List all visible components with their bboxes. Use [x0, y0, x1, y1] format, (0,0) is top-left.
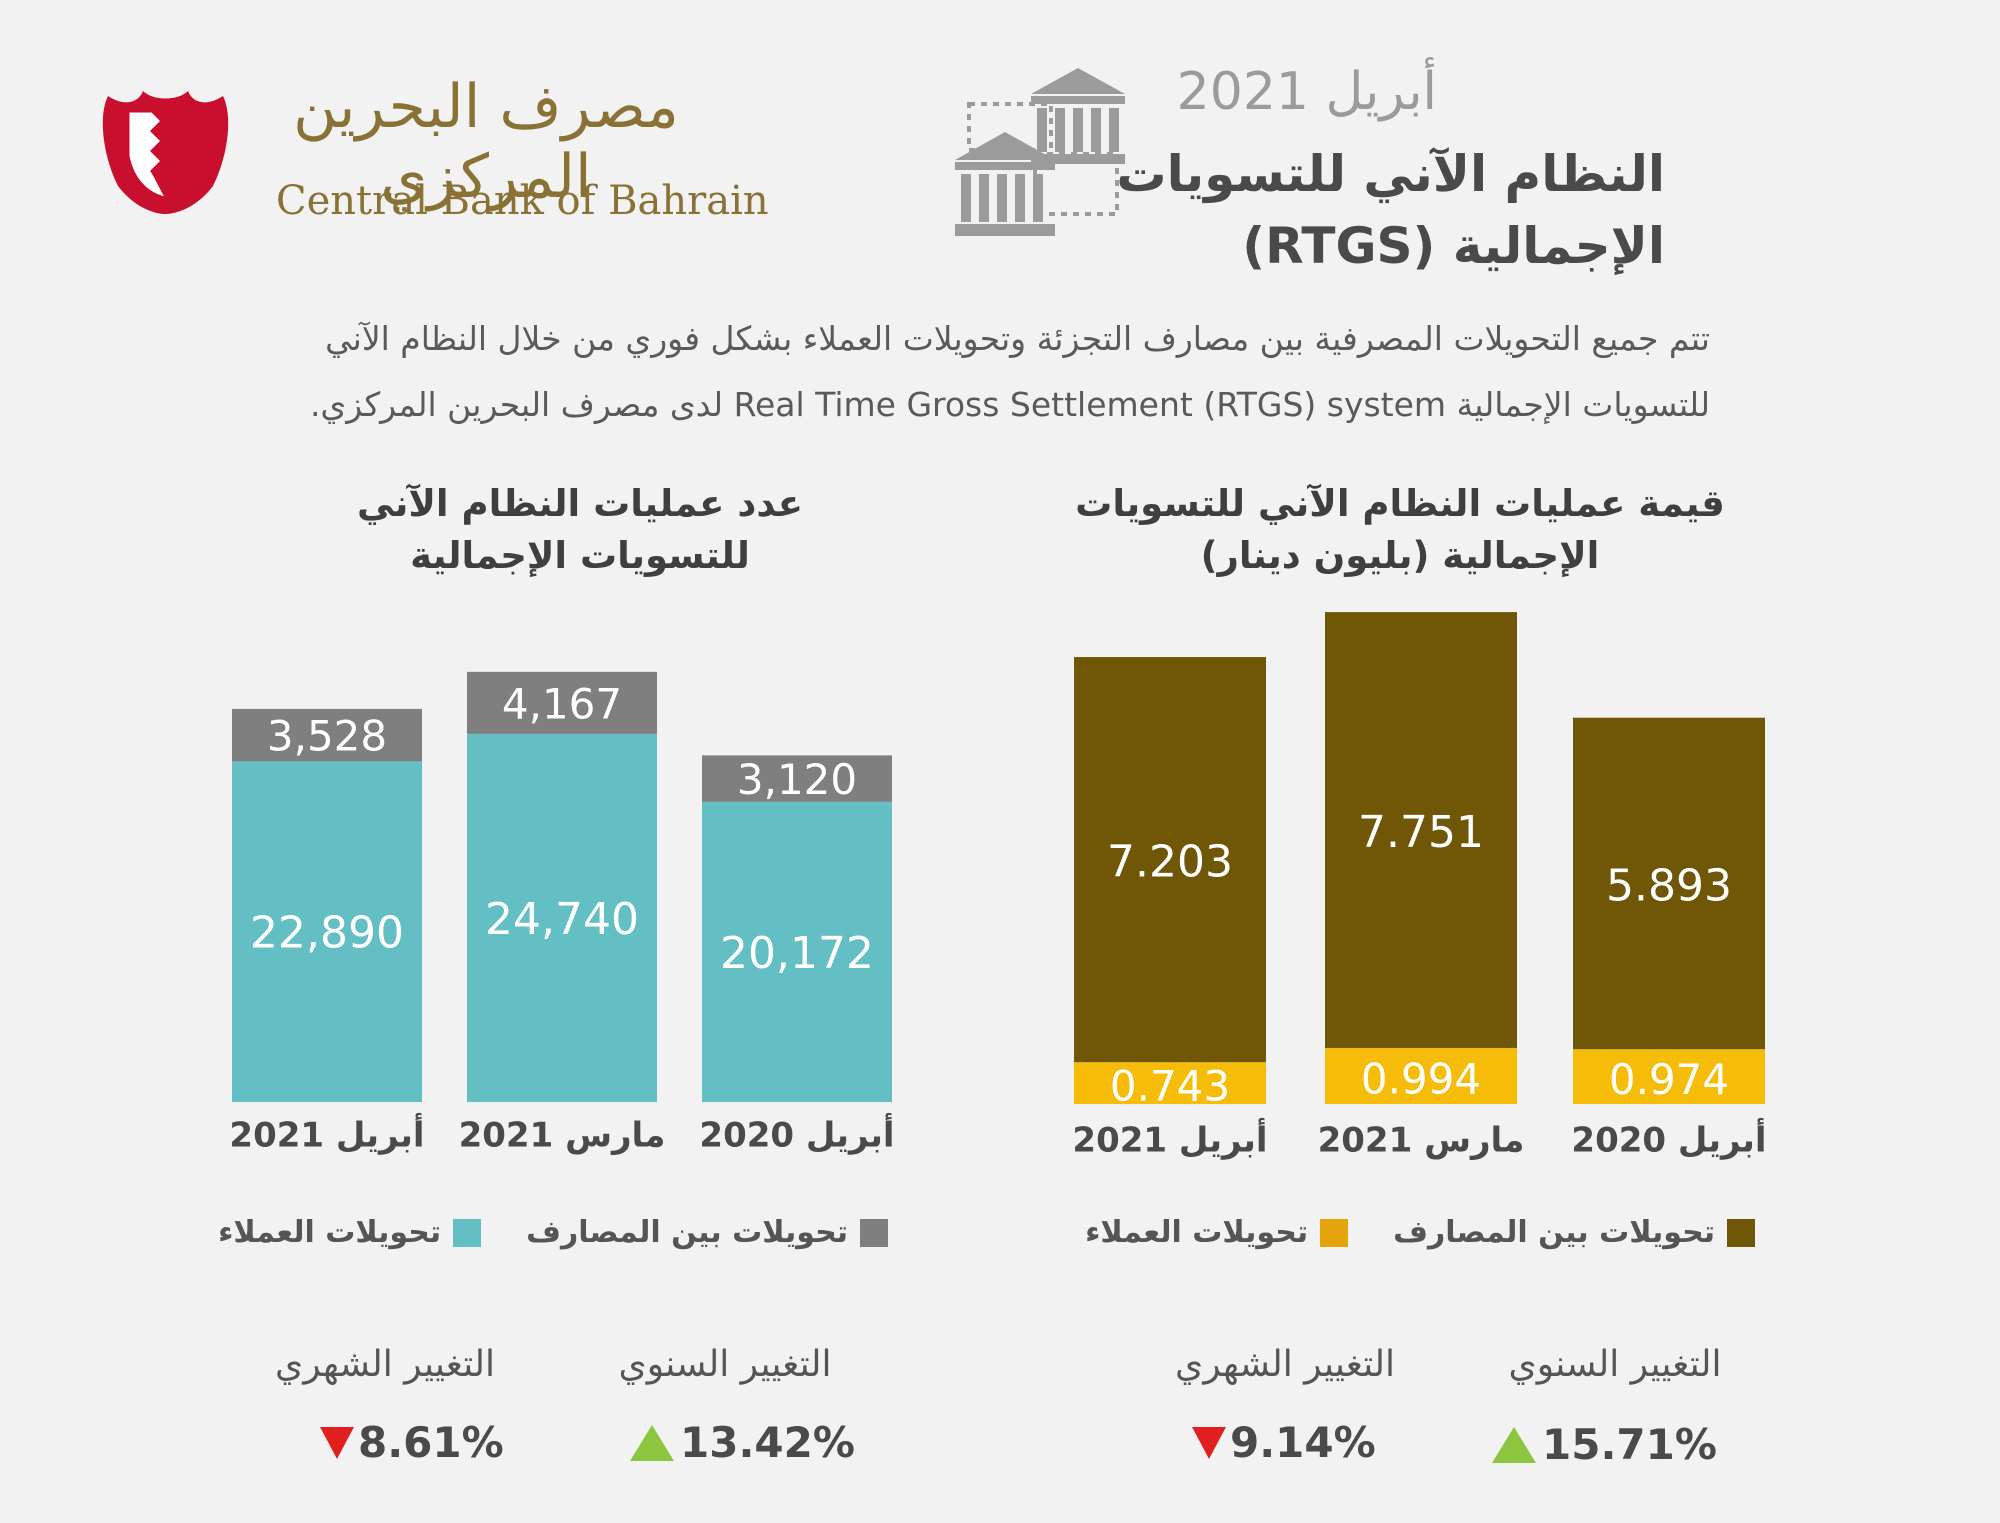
page-title-line1: النظام الآني للتسويات — [1116, 145, 1665, 203]
count-bar-customers — [467, 733, 657, 1102]
count-bar-customers — [232, 761, 422, 1102]
count-category-label: مارس 2021 — [459, 1116, 666, 1156]
page-title-line2: الإجمالية (RTGS) — [1242, 217, 1665, 275]
count-chart-legend: تحويلات بين المصارف تحويلات العملاء — [173, 1215, 888, 1250]
value-bar-banks — [1074, 657, 1266, 1063]
legend-item-banks: تحويلات بين المصارف — [1393, 1215, 1755, 1250]
value-annual-change-label: التغيير السنوي — [1508, 1344, 1722, 1385]
count-bar-banks-label: 4,167 — [502, 679, 622, 728]
value-bar-banks — [1325, 612, 1517, 1049]
up-arrow-icon — [630, 1424, 674, 1461]
count-bar-banks — [232, 708, 422, 762]
value-bar-customers — [1325, 1048, 1517, 1104]
value-chart-title-line1: قيمة عمليات النظام الآني للتسويات — [1075, 482, 1725, 525]
legend-label-banks: تحويلات بين المصارف — [526, 1215, 848, 1250]
intro-text: تتم جميع التحويلات المصرفية بين مصارف ال… — [150, 306, 1710, 438]
count-bar-banks — [467, 671, 657, 734]
bank-transfer-icon — [955, 68, 1125, 236]
value-monthly-change-label: التغيير الشهري — [1175, 1344, 1395, 1385]
count-annual-change-label: التغيير السنوي — [618, 1344, 832, 1385]
up-arrow-icon — [1492, 1426, 1536, 1463]
count-bar-customers — [702, 801, 892, 1102]
value-bar-banks-label: 5.893 — [1606, 860, 1732, 911]
value-bar-customers-label: 0.974 — [1609, 1055, 1729, 1104]
report-date: أبريل 2021 — [1176, 62, 1437, 122]
legend-label-customers: تحويلات العملاء — [1085, 1215, 1309, 1250]
count-bar-customers-label: 24,740 — [485, 894, 639, 945]
intro-line2: للتسويات الإجمالية Real Time Gross Settl… — [309, 385, 1710, 424]
count-monthly-change-value: 8.61% — [358, 1418, 504, 1467]
value-monthly-change: 9.14% — [1192, 1418, 1376, 1467]
count-bar-customers-label: 20,172 — [720, 928, 874, 979]
count-annual-change: 13.42% — [630, 1418, 855, 1467]
value-category-label: أبريل 2020 — [1571, 1118, 1766, 1161]
down-arrow-icon — [1192, 1426, 1226, 1459]
count-category-label: أبريل 2021 — [229, 1113, 424, 1156]
count-chart-title: عدد عمليات النظام الآني للتسويات الإجمال… — [300, 478, 860, 582]
count-category-label: أبريل 2020 — [699, 1113, 894, 1156]
value-chart-title: قيمة عمليات النظام الآني للتسويات الإجما… — [1060, 478, 1740, 582]
legend-swatch-customers — [453, 1218, 482, 1247]
value-category-label: أبريل 2021 — [1072, 1118, 1267, 1161]
value-bar-customers — [1573, 1049, 1765, 1104]
count-monthly-change: 8.61% — [320, 1418, 504, 1467]
value-bar-customers — [1074, 1062, 1266, 1104]
down-arrow-icon — [320, 1426, 354, 1459]
value-chart-title-line2: الإجمالية (بليون دينار) — [1200, 534, 1600, 577]
count-bar-banks-label: 3,528 — [267, 712, 387, 761]
legend-label-banks: تحويلات بين المصارف — [1393, 1215, 1715, 1250]
legend-item-customers: تحويلات العملاء — [1085, 1215, 1349, 1250]
count-annual-change-value: 13.42% — [680, 1418, 855, 1467]
legend-label-customers: تحويلات العملاء — [218, 1215, 442, 1250]
value-category-label: مارس 2021 — [1318, 1121, 1525, 1161]
page-title: النظام الآني للتسويات الإجمالية (RTGS) — [1116, 138, 1665, 282]
value-bar-banks-label: 7.751 — [1358, 807, 1484, 858]
intro-line1: تتم جميع التحويلات المصرفية بين مصارف ال… — [325, 319, 1710, 358]
count-bar-customers-label: 22,890 — [250, 908, 404, 959]
legend-swatch-banks — [860, 1218, 888, 1247]
count-monthly-change-label: التغيير الشهري — [275, 1344, 495, 1385]
value-bar-customers-label: 0.743 — [1110, 1062, 1230, 1111]
value-bar-banks-label: 7.203 — [1107, 837, 1233, 888]
value-annual-change: 15.71% — [1492, 1420, 1717, 1469]
logo-arabic: مصرف البحرين المركزي — [293, 72, 679, 212]
legend-swatch-customers — [1320, 1218, 1349, 1247]
logo-english: Central Bank of Bahrain — [276, 178, 769, 224]
value-bar-customers-label: 0.994 — [1361, 1055, 1481, 1104]
count-chart-title-line2: للتسويات الإجمالية — [410, 534, 750, 577]
value-chart-legend: تحويلات بين المصارف تحويلات العملاء — [1040, 1215, 1755, 1250]
value-monthly-change-value: 9.14% — [1230, 1418, 1376, 1467]
legend-swatch-banks — [1727, 1218, 1755, 1247]
legend-item-banks: تحويلات بين المصارف — [526, 1215, 888, 1250]
count-chart-title-line1: عدد عمليات النظام الآني — [357, 482, 803, 525]
count-bar-banks-label: 3,120 — [737, 755, 857, 804]
value-annual-change-value: 15.71% — [1542, 1420, 1717, 1469]
legend-item-customers: تحويلات العملاء — [218, 1215, 482, 1250]
value-bar-banks — [1573, 717, 1765, 1050]
count-bar-banks — [702, 755, 892, 802]
bahrain-emblem-icon — [102, 91, 229, 214]
